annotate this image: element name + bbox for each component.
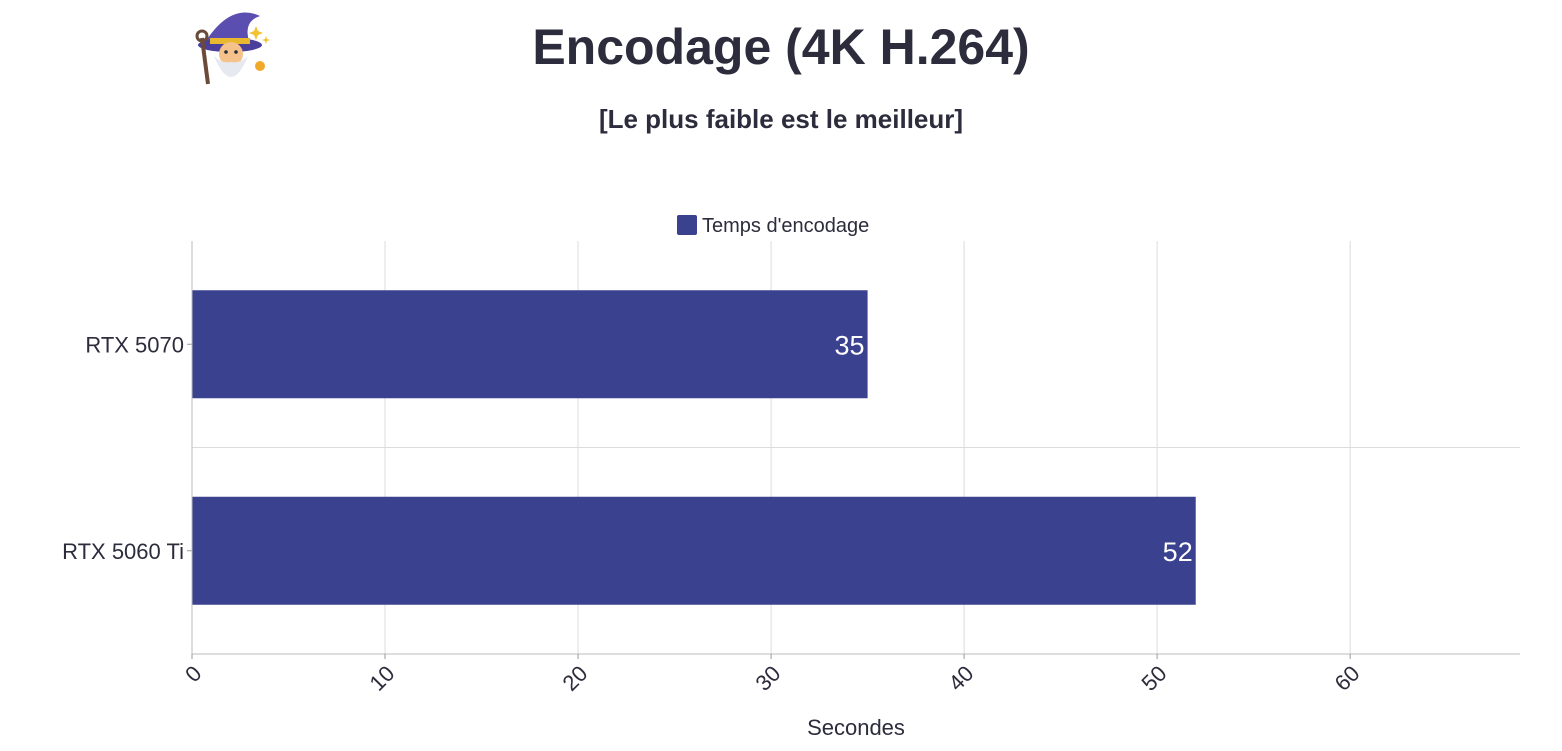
x-axis-title: Secondes (807, 715, 905, 740)
bar-value-label: 35 (835, 330, 865, 360)
chart-title: Encodage (4K H.264) (532, 19, 1030, 75)
bar (192, 290, 868, 399)
x-tick-label: 0 (180, 661, 206, 687)
bars: 35 52 (192, 290, 1196, 605)
category-label: RTX 5070 (85, 332, 184, 357)
bar (192, 496, 1196, 605)
legend-label: Temps d'encodage (702, 215, 869, 237)
x-tick-label: 60 (1330, 661, 1365, 696)
legend-swatch (677, 215, 697, 235)
wizard-icon (195, 12, 270, 85)
x-tick-label: 50 (1137, 661, 1172, 696)
legend: Temps d'encodage (677, 215, 869, 237)
chart-subtitle: [Le plus faible est le meilleur] (598, 104, 964, 134)
bar-value-label: 52 (1163, 537, 1193, 567)
x-tick-label: 10 (364, 661, 399, 696)
x-tick-label: 40 (944, 661, 979, 696)
x-tick-label: 20 (557, 661, 592, 696)
category-label: RTX 5060 Ti (62, 539, 184, 564)
x-tick-label: 30 (751, 661, 786, 696)
